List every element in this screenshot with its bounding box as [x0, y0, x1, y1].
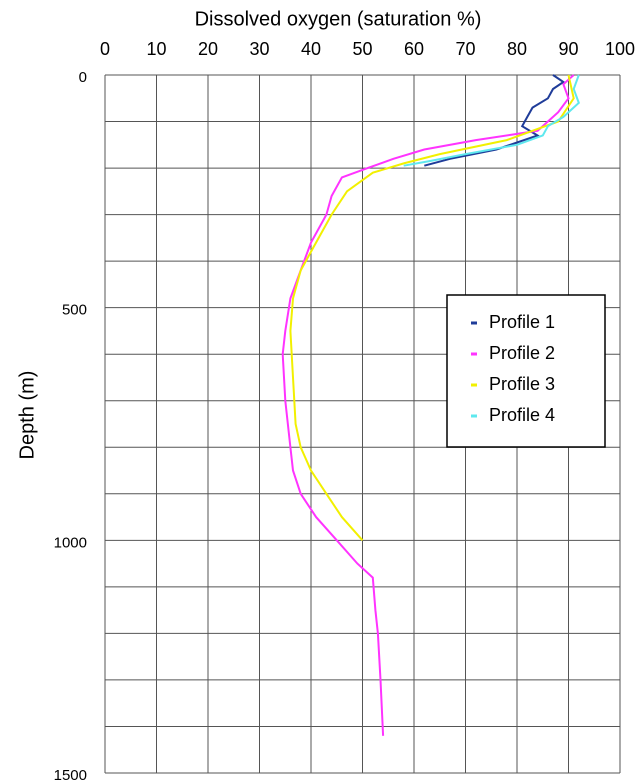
legend-label: Profile 3	[489, 374, 555, 394]
y-tick-label: 1000	[54, 534, 87, 551]
data-line	[424, 74, 566, 167]
x-tick-label: 100	[605, 39, 635, 59]
x-tick-label: 60	[404, 39, 424, 59]
legend-label: Profile 2	[489, 343, 555, 363]
x-tick-label: 50	[352, 39, 372, 59]
legend-box	[446, 294, 606, 448]
x-tick-label: 30	[249, 39, 269, 59]
x-tick-label: 40	[301, 39, 321, 59]
x-tick-label: 0	[100, 39, 110, 59]
y-tick-label: 500	[62, 302, 87, 319]
legend-label: Profile 4	[489, 405, 555, 425]
data-line	[403, 74, 580, 167]
x-tick-label: 10	[146, 39, 166, 59]
legend-swatch	[471, 352, 477, 356]
legend-label: Profile 1	[489, 312, 555, 332]
x-tick-label: 70	[455, 39, 475, 59]
legend-swatch	[471, 321, 477, 325]
legend-swatch	[471, 414, 477, 418]
y-axis-label: Depth (m)	[16, 371, 38, 460]
data-line	[289, 74, 575, 541]
x-tick-label: 20	[198, 39, 218, 59]
chart-title: Dissolved oxygen (saturation %)	[195, 8, 482, 30]
y-tick-label: 0	[79, 69, 87, 86]
x-tick-label: 90	[558, 39, 578, 59]
legend-swatch	[471, 383, 477, 387]
y-tick-label: 1500	[54, 767, 87, 781]
x-tick-label: 80	[507, 39, 527, 59]
